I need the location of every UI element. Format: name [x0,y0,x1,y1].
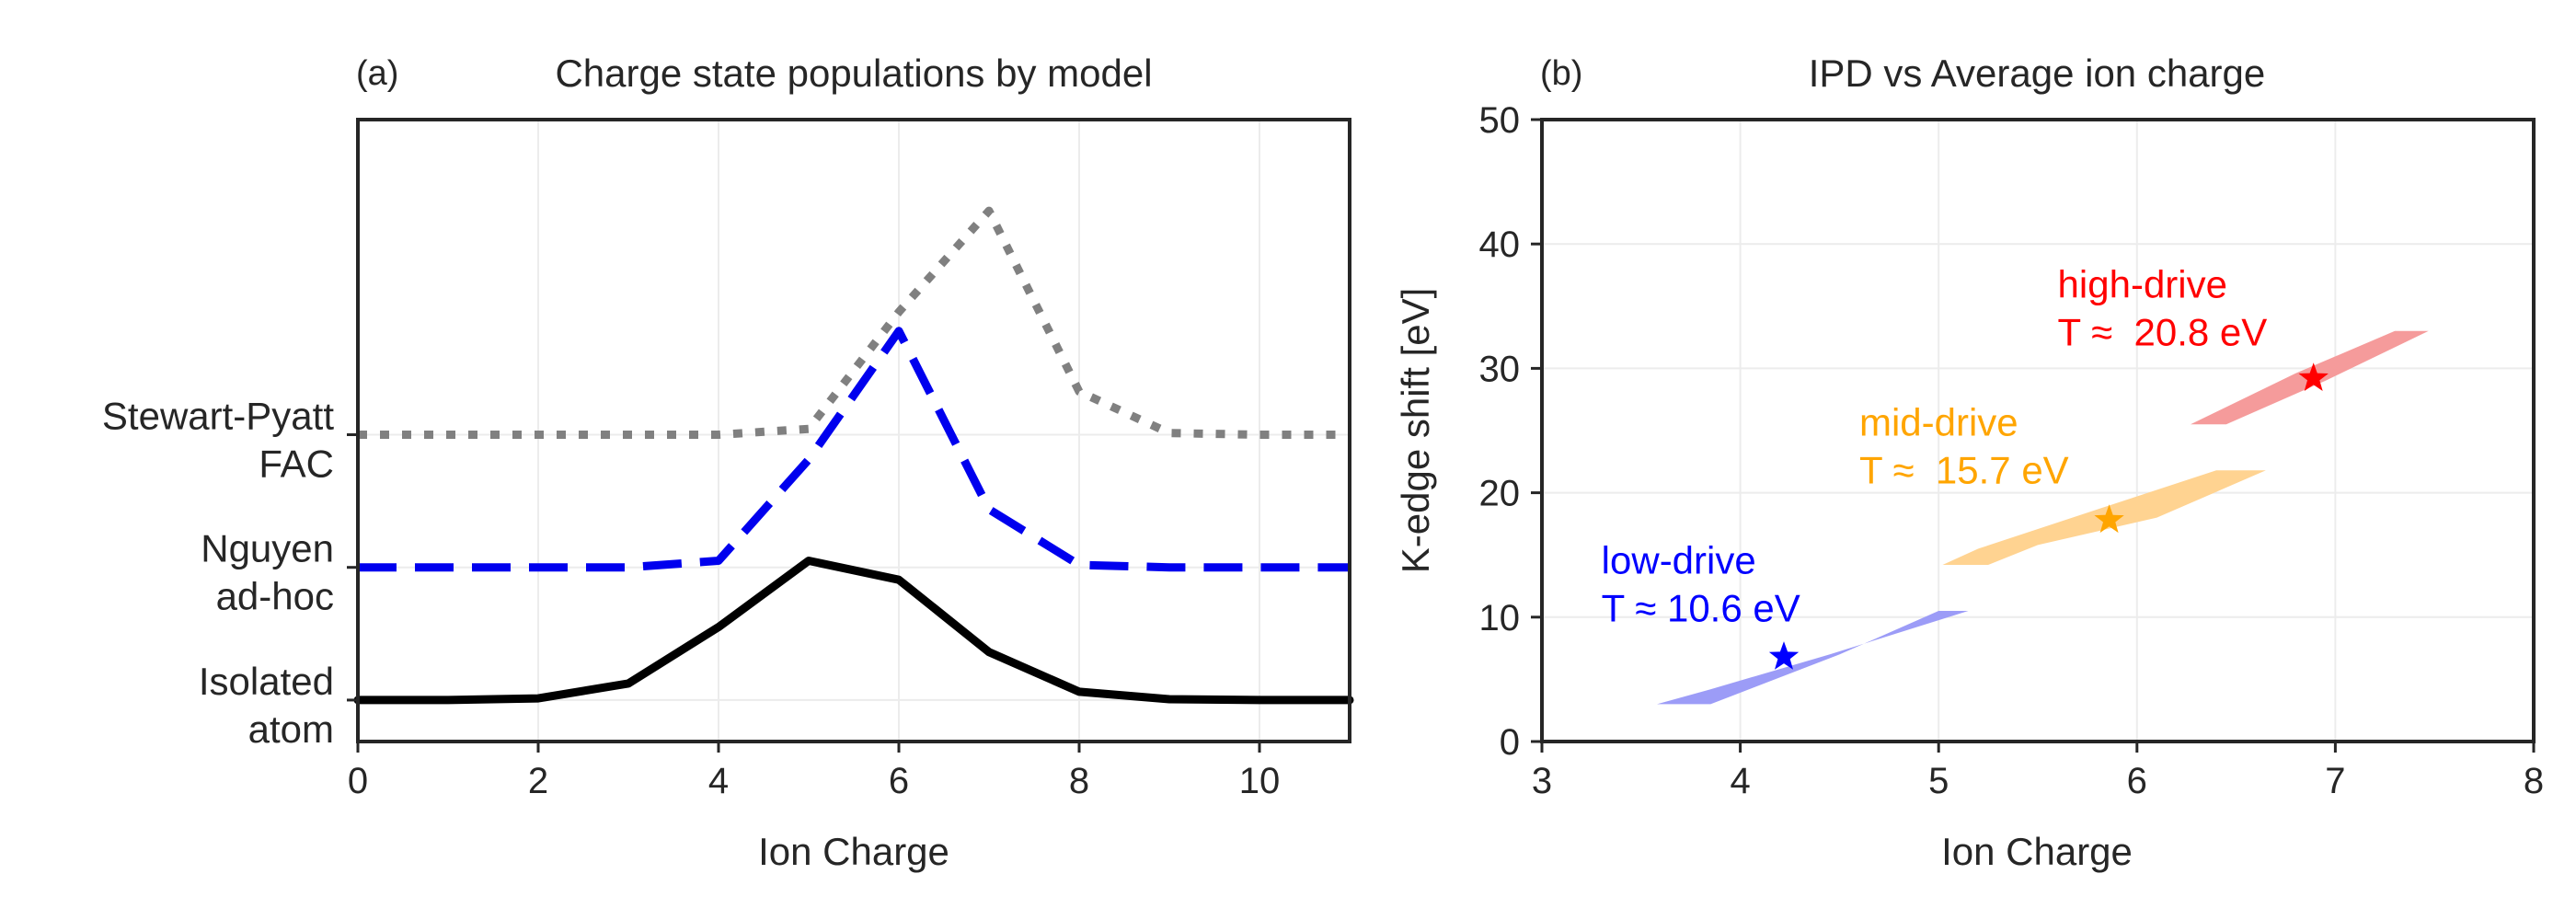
panel-a-series-line [358,327,1350,572]
panel-b-x-tick-label: 6 [2127,761,2147,801]
panel-b-group-temperature: T ≈ 10.6 eV [1602,586,1800,629]
panel-b-group-temperature: T ≈ 15.7 eV [1859,448,2069,491]
panel-a-category-label: Stewart-Pyatt FAC [102,395,334,486]
panel-b-group-temperature: T ≈ 20.8 eV [2058,310,2268,353]
panel-b-x-axis-label: Ion Charge [1941,830,2133,873]
panel-b-grid [1541,119,2535,742]
panel-a-category-label: Isolated atom [199,660,334,751]
panel-a: 0 2 4 6 8 10 Isolated atom Nguyen ad-hoc Stewart-… [102,52,1354,873]
panel-a-lines [353,206,1354,705]
panel-b-label: (b) [1540,54,1582,93]
panel-a-x-tick-label: 10 [1239,761,1281,801]
panel-b-group-label: mid-drive [1859,400,2018,443]
panel-b-y-tick-label: 30 [1479,349,1521,389]
panel-a-x-axis-label: Ion Charge [758,830,949,873]
panel-b-y-tick-label: 10 [1479,598,1521,638]
panel-b-uncertainty-band [1657,611,1969,705]
panel-a-x-tick-label: 0 [348,761,368,801]
panel-a-series-line [353,557,1354,705]
panel-a-series-line [358,206,1350,439]
panel-b-x-tick-label: 3 [1532,761,1552,801]
panel-b-bands [1657,330,2429,705]
panel-a-x-tick-label: 8 [1069,761,1089,801]
panel-b-star-marker [2094,504,2124,534]
panel-b-group-label: high-drive [2058,262,2227,305]
panel-b-annotations: low-drive T ≈ 10.6 eV mid-drive T ≈ 15.7 eV… [1602,262,2268,629]
panel-b-x-tick-label: 5 [1928,761,1949,801]
panel-a-label: (a) [356,54,398,93]
panel-b-y-tick-label: 20 [1479,474,1521,514]
panel-a-category-labels: Isolated atom Nguyen ad-hoc Stewart-Pyatt FAC [102,395,334,751]
panel-a-x-tick-label: 6 [889,761,909,801]
panel-a-x-tick-label: 2 [528,761,548,801]
panel-b-y-axis-label: K-edge shift [eV] [1394,288,1437,574]
panel-b-y-tick-label: 40 [1479,224,1521,265]
panel-a-title: Charge state populations by model [555,52,1152,95]
panel-a-frame [356,118,1351,743]
panel-b-x-tick-label: 8 [2524,761,2544,801]
panel-a-category-label: Nguyen ad-hoc [201,527,334,618]
panel-b: low-drive T ≈ 10.6 eV mid-drive T ≈ 15.7 eV… [1394,52,2544,873]
panel-b-star-marker [1768,641,1800,670]
panel-b-group-label: low-drive [1602,538,1756,581]
panel-b-title: IPD vs Average ion charge [1809,52,2266,95]
panel-b-frame [1540,118,2536,743]
panel-b-ticks: 3 4 5 6 7 8 0 10 20 30 40 50 [1479,100,2545,801]
panel-b-stars [1768,362,2329,670]
panel-a-x-tick-label: 4 [708,761,729,801]
panel-b-y-tick-label: 50 [1479,100,1521,141]
panel-b-x-tick-label: 7 [2325,761,2345,801]
panel-b-x-tick-label: 4 [1730,761,1750,801]
panel-b-y-tick-label: 0 [1500,722,1520,763]
panel-b-star-marker [2298,362,2329,391]
panel-a-ticks: 0 2 4 6 8 10 [347,433,1281,801]
